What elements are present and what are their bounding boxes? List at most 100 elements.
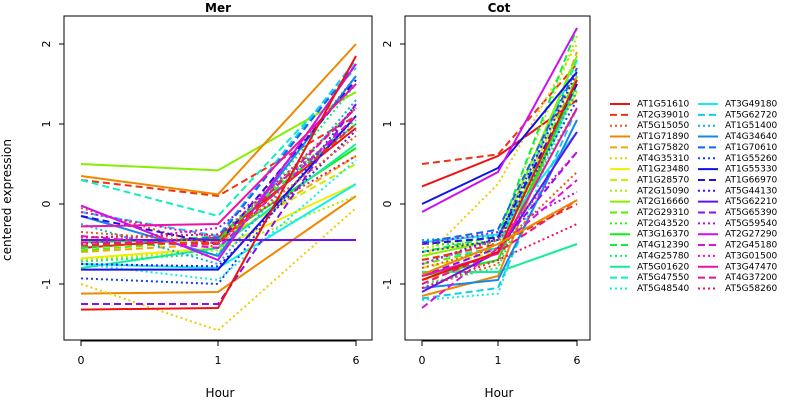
series-line [421, 179, 578, 309]
legend-label: AT2G39010 [637, 110, 690, 120]
series-line [80, 63, 357, 247]
series-line [80, 135, 357, 244]
series-line [80, 43, 357, 196]
legend-label: AT3G01500 [725, 251, 778, 261]
series-line [80, 55, 357, 311]
series-line [421, 79, 578, 281]
series-line [421, 79, 578, 301]
series-line [81, 115, 357, 271]
legend-label: AT5G15050 [637, 121, 690, 131]
y-axis: -1 0 1 2 [40, 41, 64, 290]
series-line [80, 83, 357, 263]
panel-cot: Cot -1 0 1 2 0 1 6 Hour [381, 1, 591, 400]
panel-title: Mer [205, 1, 231, 15]
series-line [421, 107, 578, 300]
series-line [80, 103, 357, 286]
y-axis: -1 0 1 2 [381, 41, 405, 290]
series-line [80, 115, 357, 250]
x-axis: 0 1 6 [419, 340, 581, 367]
legend-label: AT3G16370 [637, 230, 690, 240]
series-lines [80, 43, 357, 332]
legend-label: AT1G71890 [637, 132, 690, 142]
legend-label: AT5G62720 [725, 110, 778, 120]
legend-label: AT5G58260 [725, 284, 778, 294]
series-lines [421, 27, 578, 309]
series-line [80, 123, 357, 245]
series-line [81, 103, 357, 305]
legend-label: AT1G55330 [725, 165, 778, 175]
y-tick-label: 1 [381, 121, 394, 128]
legend-label: AT2G45180 [725, 241, 778, 251]
x-tick-label: 6 [353, 354, 360, 367]
series-line [422, 243, 578, 273]
series-line [80, 107, 357, 246]
legend-label: AT3G47470 [725, 262, 778, 272]
series-line [421, 63, 578, 165]
legend-label: AT5G01620 [637, 262, 690, 272]
legend-label: AT4G25780 [637, 251, 690, 261]
legend-label: AT4G12390 [637, 241, 690, 251]
legend-label: AT5G59540 [725, 219, 778, 229]
x-axis-label: Hour [485, 386, 514, 400]
series-line [80, 195, 357, 295]
x-tick-label: 6 [574, 354, 581, 367]
series-line [421, 171, 578, 269]
legend-label: AT1G70610 [725, 143, 778, 153]
legend-label: AT5G44130 [725, 186, 778, 196]
x-tick-label: 1 [495, 354, 502, 367]
legend-label: AT5G65390 [725, 208, 778, 218]
legend-label: AT4G35310 [637, 154, 690, 164]
series-line [421, 223, 578, 289]
series-line [80, 107, 357, 239]
series-line [421, 27, 578, 213]
legend-label: AT1G75820 [637, 143, 690, 153]
legend-label: AT2G16660 [637, 197, 690, 207]
series-line [80, 127, 357, 249]
panel-mer: Mer -1 0 1 2 0 1 6 Hour [40, 1, 373, 400]
y-tick-label: -1 [381, 279, 394, 290]
series-line [80, 195, 357, 261]
series-line [421, 191, 578, 245]
legend-label: AT1G23480 [637, 165, 690, 175]
series-line [80, 129, 357, 268]
series-line [421, 107, 578, 277]
panel-title: Cot [488, 1, 511, 15]
x-tick-label: 0 [419, 354, 426, 367]
y-axis-label: centered expression [0, 139, 14, 261]
legend-label: AT5G48540 [637, 284, 690, 294]
series-line [80, 83, 357, 228]
legend-label: AT4G37200 [725, 273, 778, 283]
series-line [421, 199, 578, 276]
y-tick-label: 0 [381, 201, 394, 208]
x-tick-label: 1 [215, 354, 222, 367]
y-tick-label: 1 [40, 121, 53, 128]
legend-label: AT2G29310 [637, 208, 690, 218]
legend-label: AT2G27290 [725, 230, 778, 240]
series-line [421, 71, 578, 205]
series-line [80, 119, 357, 239]
legend-label: AT4G34640 [725, 132, 778, 142]
legend-label: AT1G28570 [637, 175, 690, 185]
y-tick-label: 2 [381, 41, 394, 48]
plot-frame [404, 15, 591, 341]
series-line [421, 151, 578, 265]
legend-label: AT5G62210 [725, 197, 778, 207]
series-line [80, 123, 357, 247]
legend-label: AT2G15090 [637, 186, 690, 196]
series-line [421, 151, 578, 277]
y-tick-label: 0 [40, 201, 53, 208]
series-line [80, 115, 357, 198]
series-line [421, 67, 578, 244]
x-tick-label: 0 [78, 354, 85, 367]
legend-label: AT1G51400 [725, 121, 778, 131]
legend-label: AT1G51610 [637, 100, 690, 110]
legend-label: AT5G47550 [637, 273, 690, 283]
x-axis-label: Hour [206, 386, 235, 400]
y-tick-label: -1 [40, 279, 53, 290]
legend: AT1G51610AT2G39010AT5G15050AT1G71890AT1G… [610, 100, 778, 294]
series-line [80, 155, 357, 239]
series-line [421, 99, 578, 253]
legend-label: AT2G43520 [637, 219, 690, 229]
y-tick-label: 2 [40, 41, 53, 48]
